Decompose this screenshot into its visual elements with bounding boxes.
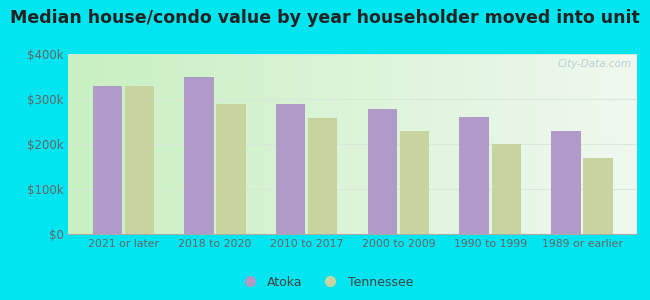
Bar [460, 117, 489, 234]
Bar [583, 158, 613, 234]
Bar [216, 104, 246, 234]
Bar [400, 131, 429, 234]
Bar [92, 85, 122, 234]
Bar [368, 109, 397, 234]
Text: City-Data.com: City-Data.com [557, 59, 631, 69]
Bar [491, 144, 521, 234]
Bar [551, 131, 580, 234]
Text: Median house/condo value by year householder moved into unit: Median house/condo value by year househo… [10, 9, 640, 27]
Legend: Atoka, Tennessee: Atoka, Tennessee [232, 271, 418, 294]
Bar [276, 104, 306, 234]
Bar [125, 85, 154, 234]
Bar [308, 118, 337, 234]
Bar [185, 77, 214, 234]
